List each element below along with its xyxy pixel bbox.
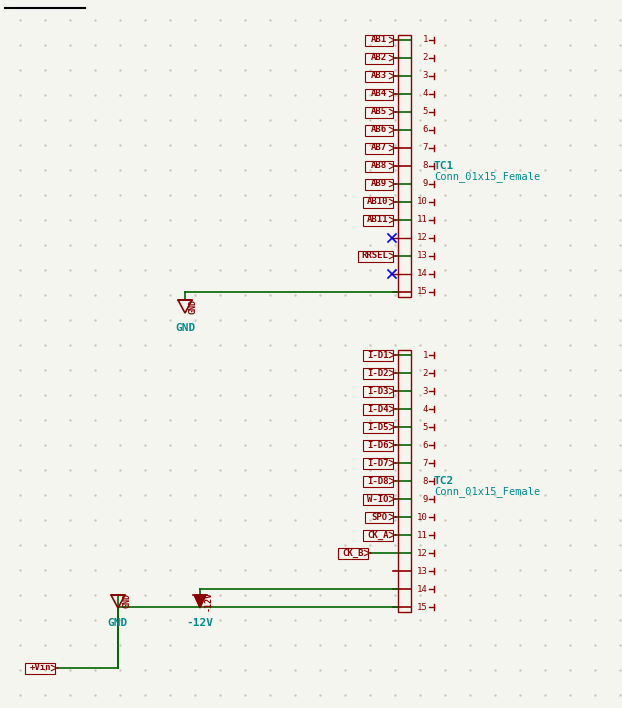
Text: I-D6: I-D6	[367, 440, 389, 450]
Text: -12V: -12V	[204, 591, 213, 611]
Text: 12: 12	[417, 549, 428, 557]
Text: 4: 4	[422, 404, 428, 413]
Text: 13: 13	[417, 566, 428, 576]
Text: 11: 11	[417, 530, 428, 539]
Text: I-D1: I-D1	[367, 350, 389, 360]
Text: 6: 6	[422, 440, 428, 450]
Text: CK_B: CK_B	[342, 549, 364, 558]
Text: -12V: -12V	[187, 618, 213, 628]
Text: 7: 7	[422, 459, 428, 467]
Text: 15: 15	[417, 603, 428, 612]
Text: AB9: AB9	[371, 180, 387, 188]
Text: 14: 14	[417, 270, 428, 278]
Text: 13: 13	[417, 251, 428, 261]
Text: AB8: AB8	[371, 161, 387, 171]
Text: RRSEL: RRSEL	[362, 251, 389, 261]
Text: 9: 9	[422, 180, 428, 188]
Text: AB10: AB10	[367, 198, 389, 207]
Text: Conn_01x15_Female: Conn_01x15_Female	[434, 171, 541, 183]
Text: GND: GND	[122, 593, 131, 608]
Text: GND: GND	[175, 323, 195, 333]
Text: CK_A: CK_A	[367, 530, 389, 539]
Text: I-D7: I-D7	[367, 459, 389, 467]
Text: 3: 3	[422, 387, 428, 396]
Text: 1: 1	[422, 35, 428, 45]
Text: 9: 9	[422, 494, 428, 503]
Text: 11: 11	[417, 215, 428, 224]
Text: AB11: AB11	[367, 215, 389, 224]
Text: 2: 2	[422, 368, 428, 377]
Text: 10: 10	[417, 198, 428, 207]
Text: 14: 14	[417, 585, 428, 593]
Polygon shape	[194, 595, 206, 608]
Text: 3: 3	[422, 72, 428, 81]
Text: GND: GND	[189, 299, 198, 314]
Text: +Vin: +Vin	[29, 663, 51, 673]
Text: 5: 5	[422, 108, 428, 117]
Text: 10: 10	[417, 513, 428, 522]
Text: 2: 2	[422, 54, 428, 62]
Text: 4: 4	[422, 89, 428, 98]
Text: 12: 12	[417, 234, 428, 243]
Text: I-D4: I-D4	[367, 404, 389, 413]
Text: 5: 5	[422, 423, 428, 431]
Text: SPO: SPO	[371, 513, 387, 522]
Text: TC1: TC1	[434, 161, 454, 171]
Text: I-D8: I-D8	[367, 476, 389, 486]
Text: AB2: AB2	[371, 54, 387, 62]
Text: AB7: AB7	[371, 144, 387, 152]
Text: AB1: AB1	[371, 35, 387, 45]
Text: Conn_01x15_Female: Conn_01x15_Female	[434, 486, 541, 498]
Text: AB6: AB6	[371, 125, 387, 135]
Text: I-D2: I-D2	[367, 368, 389, 377]
Text: 7: 7	[422, 144, 428, 152]
Text: W-IO: W-IO	[367, 494, 389, 503]
Text: I-D5: I-D5	[367, 423, 389, 431]
Text: GND: GND	[108, 618, 128, 628]
Text: 6: 6	[422, 125, 428, 135]
Text: 8: 8	[422, 161, 428, 171]
Text: TC2: TC2	[434, 476, 454, 486]
Text: AB5: AB5	[371, 108, 387, 117]
Text: 1: 1	[422, 350, 428, 360]
Text: I-D3: I-D3	[367, 387, 389, 396]
Text: 15: 15	[417, 287, 428, 297]
Text: AB3: AB3	[371, 72, 387, 81]
Text: 8: 8	[422, 476, 428, 486]
Text: AB4: AB4	[371, 89, 387, 98]
